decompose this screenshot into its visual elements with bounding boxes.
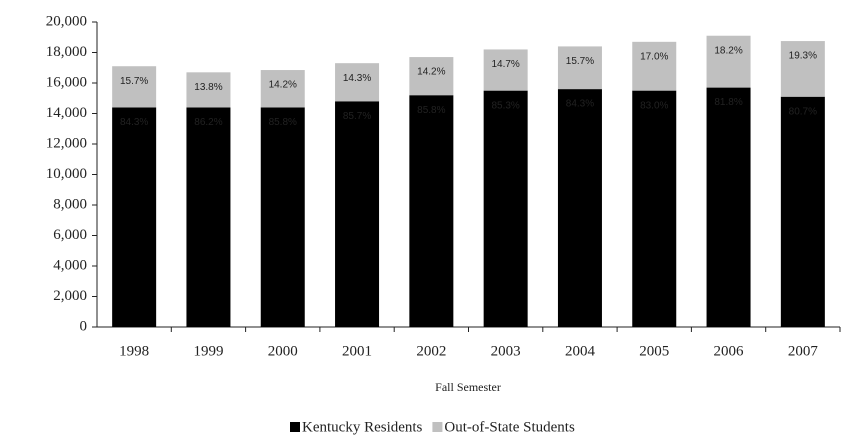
data-label: 15.7% (120, 76, 148, 87)
bar-segment (780, 41, 825, 97)
bar-segment (186, 72, 231, 108)
y-tick-label: 2,000 (53, 288, 87, 304)
bar-segment (557, 46, 602, 90)
x-tick-label: 2005 (639, 343, 669, 359)
legend-label: Kentucky Residents (302, 419, 423, 435)
bar-segment (260, 107, 305, 328)
data-label: 84.3% (566, 99, 594, 110)
x-tick-label: 1998 (119, 343, 149, 359)
data-label: 81.8% (714, 97, 742, 108)
y-tick-label: 10,000 (46, 166, 87, 182)
x-tick-label: 2003 (491, 343, 521, 359)
data-label: 85.7% (343, 111, 371, 122)
bar-segment (483, 49, 528, 91)
data-label: 86.2% (194, 117, 222, 128)
legend-swatch (432, 422, 443, 432)
bar-segment (557, 89, 602, 327)
y-tick-label: 12,000 (46, 135, 87, 151)
legend-label: Out-of-State Students (444, 419, 575, 435)
bar-segment (112, 107, 157, 328)
legend-swatch (290, 422, 300, 432)
y-tick-label: 20,000 (46, 13, 87, 29)
y-tick-label: 6,000 (53, 227, 87, 243)
bar-segment (632, 90, 677, 327)
x-tick-label: 2002 (416, 343, 446, 359)
bar-segment (706, 87, 751, 327)
data-label: 83.0% (640, 100, 668, 111)
data-label: 14.2% (417, 67, 445, 78)
bar-segment (335, 63, 380, 102)
data-label: 85.8% (417, 105, 445, 116)
data-label: 85.8% (269, 117, 297, 128)
data-label: 84.3% (120, 117, 148, 128)
x-tick-label: 1999 (193, 343, 223, 359)
x-axis-title: Fall Semester (435, 380, 501, 394)
data-label: 85.3% (491, 100, 519, 111)
data-label: 14.7% (491, 59, 519, 70)
x-tick-label: 2004 (565, 343, 596, 359)
bar-segment (409, 57, 454, 96)
y-tick-label: 18,000 (46, 44, 87, 60)
y-tick-label: 0 (80, 318, 88, 334)
bar-segment (112, 66, 157, 108)
x-tick-label: 2007 (788, 343, 819, 359)
bar-segment (409, 95, 454, 327)
data-label: 19.3% (789, 51, 817, 62)
bar-segment (780, 96, 825, 327)
data-label: 18.2% (714, 45, 742, 56)
data-label: 14.2% (269, 80, 297, 91)
y-tick-label: 14,000 (46, 105, 87, 121)
data-label: 13.8% (194, 82, 222, 93)
y-tick-label: 4,000 (53, 257, 87, 273)
data-label: 14.3% (343, 73, 371, 84)
data-label: 17.0% (640, 51, 668, 62)
bar-segment (706, 35, 751, 88)
data-label: 15.7% (566, 56, 594, 67)
bar-segment (483, 90, 528, 327)
bar-segment (335, 101, 380, 327)
bar-segment (260, 70, 305, 108)
y-tick-label: 16,000 (46, 74, 87, 90)
x-tick-label: 2000 (268, 343, 298, 359)
bar-segment (186, 107, 231, 328)
x-tick-label: 2006 (714, 343, 745, 359)
bar-segment (632, 41, 677, 91)
data-label: 80.7% (789, 106, 817, 117)
x-tick-label: 2001 (342, 343, 372, 359)
y-tick-label: 8,000 (53, 196, 87, 212)
